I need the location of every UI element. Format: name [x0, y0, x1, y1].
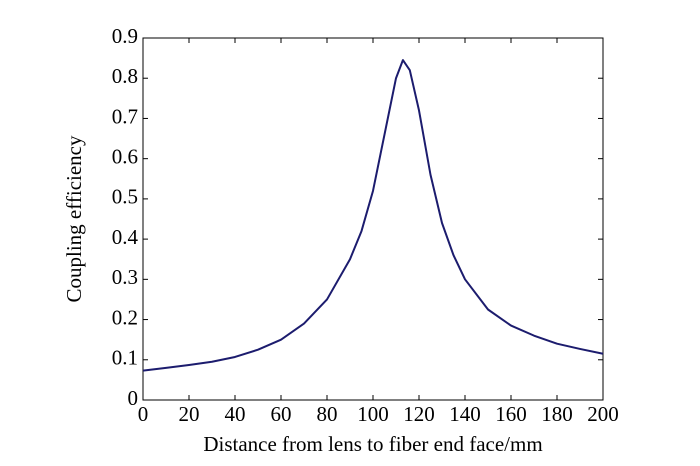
x-tick-label: 100	[357, 402, 389, 426]
y-tick-label: 0	[128, 386, 139, 410]
x-axis-label: Distance from lens to fiber end face/mm	[203, 432, 542, 456]
y-tick-label: 0.7	[112, 104, 138, 128]
y-tick-label: 0.5	[112, 185, 138, 209]
y-tick-label: 0.3	[112, 265, 138, 289]
x-tick-label: 40	[225, 402, 246, 426]
y-tick-label: 0.6	[112, 144, 138, 168]
y-tick-label: 0.2	[112, 305, 138, 329]
y-tick-label: 0.1	[112, 346, 138, 370]
y-tick-label: 0.4	[112, 225, 139, 249]
y-axis-label: Coupling efficiency	[62, 135, 86, 302]
x-tick-label: 80	[317, 402, 338, 426]
curve	[142, 59, 604, 372]
y-tick-label: 0.9	[112, 24, 138, 48]
x-tick-label: 180	[541, 402, 573, 426]
x-tick-label: 200	[587, 402, 619, 426]
x-tick-label: 0	[138, 402, 149, 426]
x-tick-label: 140	[449, 402, 481, 426]
x-tick-label: 160	[495, 402, 527, 426]
plot-frame	[142, 37, 604, 401]
x-tick-label: 120	[403, 402, 435, 426]
x-tick-label: 60	[271, 402, 292, 426]
x-tick-label: 20	[179, 402, 200, 426]
y-tick-label: 0.8	[112, 64, 138, 88]
